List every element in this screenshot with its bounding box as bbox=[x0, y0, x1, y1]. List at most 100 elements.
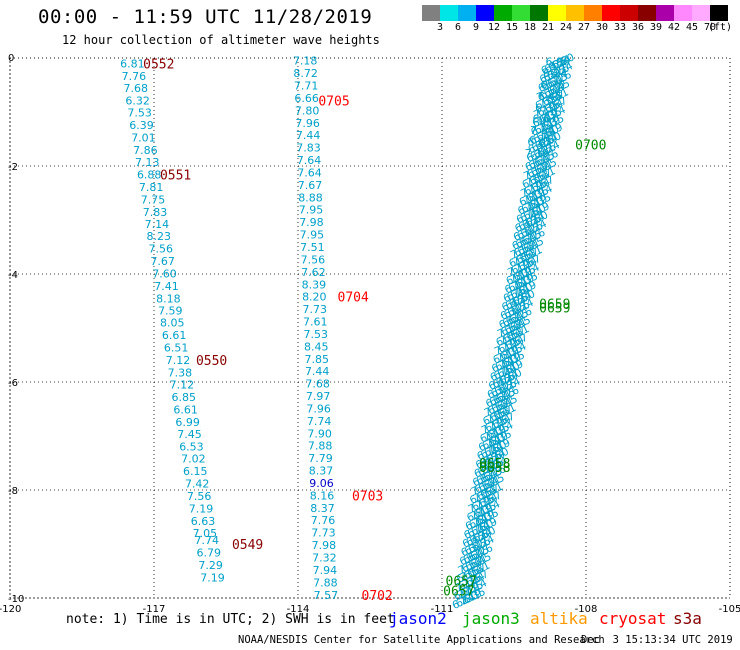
wave-height-value: 7.02 bbox=[181, 453, 206, 466]
wave-height-value: 7.56 bbox=[148, 243, 173, 256]
wave-height-value: 6.99 bbox=[175, 416, 200, 429]
y-tick-label: -8 bbox=[8, 486, 18, 497]
wave-height-value: 7.05 bbox=[193, 527, 218, 540]
wave-height-value: 7.57 bbox=[314, 589, 339, 602]
wave-height-value: 7.83 bbox=[296, 142, 321, 155]
x-tick-label: -111 bbox=[431, 604, 454, 615]
scale-swatch bbox=[458, 5, 476, 21]
wave-height-value: 6.88 bbox=[137, 169, 162, 182]
wave-height-value: 7.86 bbox=[133, 144, 158, 157]
wave-height-value: 7.64 bbox=[297, 166, 322, 179]
wave-height-value: 7.51 bbox=[300, 241, 325, 254]
wave-height-value: 7.71 bbox=[294, 80, 319, 93]
x-tick-label: -114 bbox=[287, 604, 310, 615]
time-label: 0549 bbox=[232, 538, 263, 553]
time-label: 0658 bbox=[479, 461, 510, 476]
plot-frame bbox=[9, 57, 731, 599]
time-labels: 0552 0551 0550 0549 0705 0704 0703 0702 0700 0659… bbox=[143, 57, 606, 603]
wave-height-value: 7.14 bbox=[145, 218, 170, 231]
scale-label: 33 bbox=[613, 22, 627, 33]
scale-label: 6 bbox=[454, 22, 462, 33]
wave-height-value: 7.12 bbox=[170, 379, 195, 392]
wave-height-value: 7.29 bbox=[198, 559, 223, 572]
wave-height-value: 7.85 bbox=[304, 353, 329, 366]
wave-height-value: 6.66 bbox=[294, 92, 319, 105]
wave-height-value: 7.81 bbox=[139, 181, 164, 194]
wave-height-value: 7.19 bbox=[200, 571, 225, 584]
time-label: 0700 bbox=[575, 138, 606, 153]
scale-swatch bbox=[674, 5, 692, 21]
wave-height-value: 8.37 bbox=[309, 465, 334, 478]
time-label: 0703 bbox=[352, 489, 383, 504]
diagonal-track-value: 6.31 bbox=[535, 101, 560, 114]
scale-swatch bbox=[530, 5, 548, 21]
scale-swatch bbox=[692, 5, 710, 21]
time-label: 0657 bbox=[446, 575, 477, 590]
wave-height-value: 8.16 bbox=[310, 489, 335, 502]
wave-height-value: 7.68 bbox=[124, 82, 149, 95]
wave-height-value: 7.64 bbox=[297, 154, 322, 167]
wave-height-value: 6.61 bbox=[173, 404, 198, 417]
wave-height-value: 7.45 bbox=[177, 428, 202, 441]
wave-height-value: 7.18 bbox=[293, 55, 318, 68]
wave-height-value: 8.05 bbox=[160, 317, 185, 330]
wave-height-value: 7.13 bbox=[135, 156, 160, 169]
wave-height-value: 7.76 bbox=[311, 514, 336, 527]
wave-height-value: 6.51 bbox=[164, 341, 189, 354]
wave-height-value: 9.06 bbox=[309, 477, 334, 490]
wave-height-value: 7.94 bbox=[313, 564, 338, 577]
diagonal-track-value: 7.14 bbox=[530, 124, 555, 137]
wave-height-value: 7.68 bbox=[305, 378, 330, 391]
scale-swatch bbox=[566, 5, 584, 21]
time-label: 0657 bbox=[443, 584, 474, 599]
credit-line: NOAA/NESDIS Center for Satellite Applica… bbox=[238, 634, 605, 646]
plot-axes: -120 -117 -114 -111 -108 -105 0 -2 -4 -6 -8 -10 bbox=[0, 53, 740, 615]
diagonal-track-value: 6.76 bbox=[540, 79, 565, 92]
scale-label: 3 bbox=[436, 22, 444, 33]
wave-height-value: 8.88 bbox=[298, 191, 323, 204]
scale-label: 18 bbox=[523, 22, 537, 33]
scale-swatch bbox=[584, 5, 602, 21]
scale-label: 15 bbox=[505, 22, 519, 33]
diagonal-track-value: 6.80 bbox=[546, 56, 571, 69]
scale-swatch bbox=[638, 5, 656, 21]
generated-timestamp: Dec 3 15:13:34 UTC 2019 bbox=[581, 634, 733, 646]
scale-swatch bbox=[512, 5, 530, 21]
wave-height-value: 7.60 bbox=[152, 267, 177, 280]
time-label: 0550 bbox=[196, 354, 227, 369]
wave-height-value: 7.79 bbox=[308, 452, 333, 465]
wave-height-value: 7.95 bbox=[300, 229, 325, 242]
wave-height-value: 8.20 bbox=[302, 291, 327, 304]
scale-label: 9 bbox=[472, 22, 480, 33]
wave-height-value: 7.19 bbox=[189, 502, 214, 515]
scale-swatch bbox=[620, 5, 638, 21]
wave-height-value: 7.96 bbox=[306, 402, 331, 415]
wave-height-value: 7.74 bbox=[307, 415, 332, 428]
wave-height-value: 7.67 bbox=[298, 179, 323, 192]
page-subtitle: 12 hour collection of altimeter wave hei… bbox=[62, 33, 380, 47]
wave-height-value: 7.41 bbox=[154, 280, 179, 293]
scale-swatch bbox=[656, 5, 674, 21]
diagonal-track-value: 6.35 bbox=[527, 136, 552, 149]
x-tick-label: -120 bbox=[0, 604, 21, 615]
wave-height-value: 7.73 bbox=[311, 527, 336, 540]
wave-height-value: 7.88 bbox=[313, 576, 338, 589]
wave-height-value: 7.83 bbox=[143, 206, 168, 219]
x-tick-label: -108 bbox=[575, 604, 598, 615]
track-points: 6.817.767.686.327.536.397.017.867.136.88… bbox=[120, 55, 338, 602]
scale-label: 27 bbox=[577, 22, 591, 33]
scale-label: 36 bbox=[631, 22, 645, 33]
scale-swatch bbox=[602, 5, 620, 21]
time-label: 0552 bbox=[143, 57, 174, 72]
color-scale bbox=[422, 5, 728, 21]
diagonal-track: 6.806.246.766.456.316.677.146.357.196.80… bbox=[450, 51, 576, 612]
wave-height-value: 6.79 bbox=[196, 547, 221, 560]
time-label: 0704 bbox=[338, 291, 369, 306]
wave-height-value: 7.44 bbox=[296, 129, 321, 142]
scale-swatch bbox=[440, 5, 458, 21]
wave-height-value: 6.61 bbox=[162, 329, 187, 342]
wave-height-value: 6.85 bbox=[172, 391, 197, 404]
wave-height-value: 7.67 bbox=[150, 255, 175, 268]
legend-jason2: jason2 bbox=[389, 609, 447, 628]
